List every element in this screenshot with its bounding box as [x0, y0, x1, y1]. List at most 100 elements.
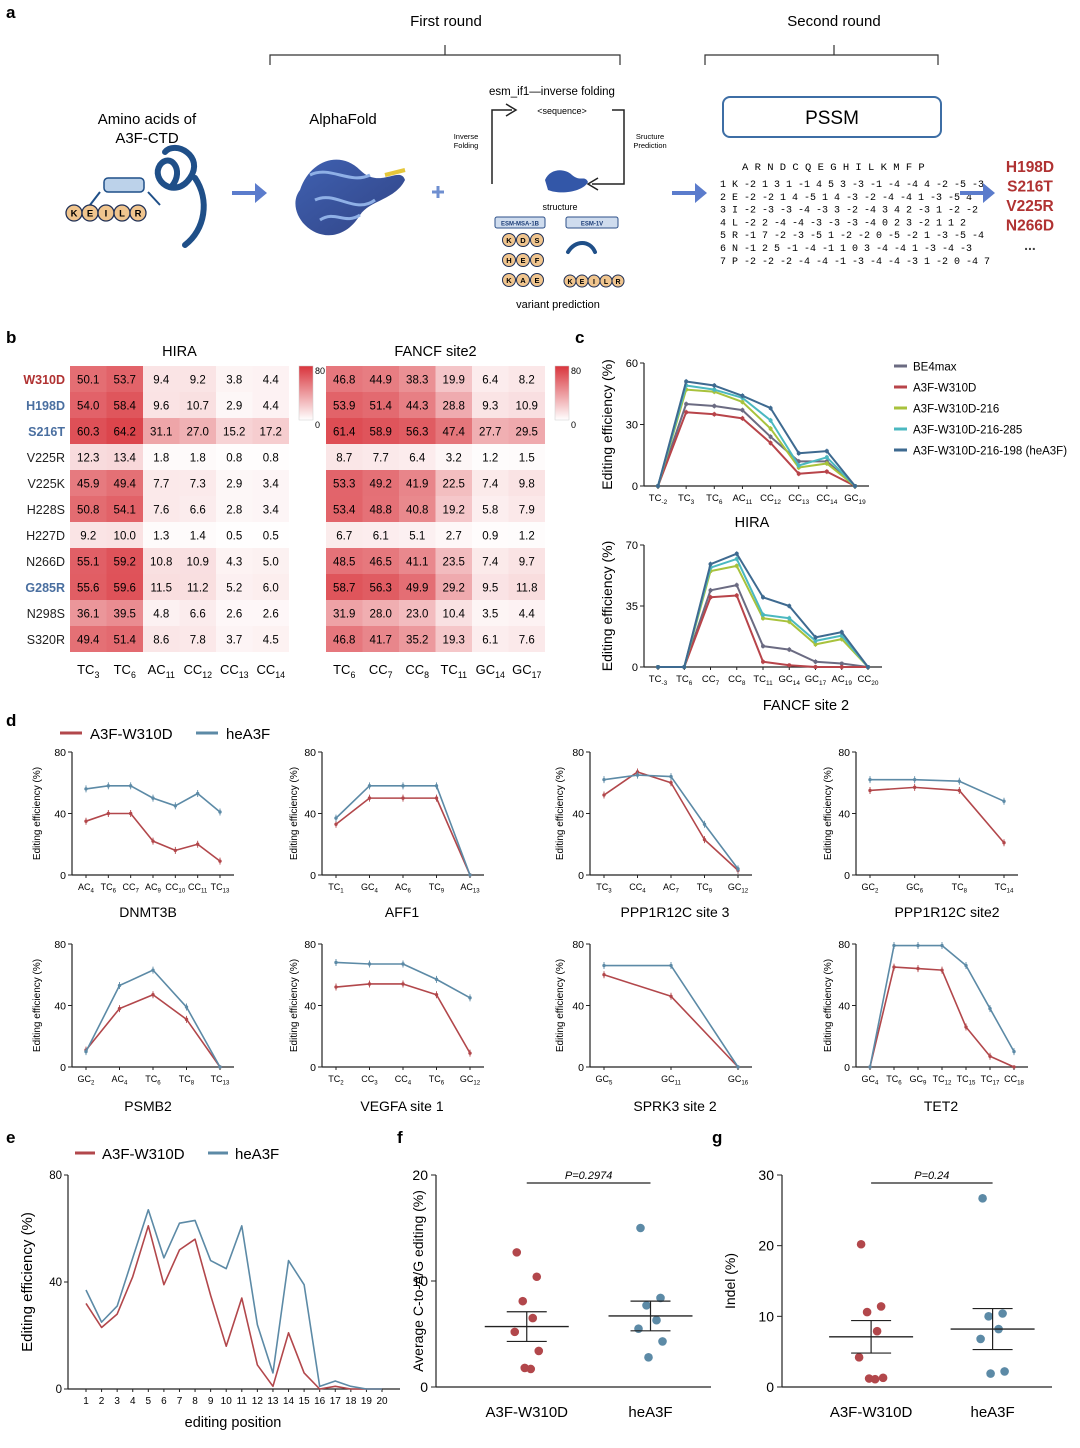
x-tick-label-sub: 6	[898, 1080, 902, 1087]
x-tick-label-base: TC	[429, 1074, 441, 1084]
esm-1v-letter: L	[604, 279, 609, 286]
heatmap-col-label: CC7	[369, 662, 393, 680]
heatmap-col-label-base: AC	[148, 662, 166, 677]
x-tick-label-sub: 11	[201, 888, 208, 895]
heatmap-cell	[326, 418, 363, 444]
x-tick-label-base: AC	[395, 882, 408, 892]
scatter-point	[878, 1373, 888, 1383]
x-tick-label-base: TC	[101, 882, 113, 892]
x-tick-label-sub: 16	[741, 1080, 748, 1087]
scatter-point	[1000, 1367, 1009, 1376]
x-tick-label-sub: 4	[91, 888, 95, 895]
pssm-row: 7 P -2 -2 -2 -4 -4 -1 -3 -4 -4 -3 1 -2 0…	[720, 257, 990, 268]
x-tick-label-base: CC	[728, 674, 742, 685]
heatmap-cell-value: 54.0	[77, 401, 99, 413]
x-tick-label-sub: 14	[830, 499, 838, 506]
series-line-1	[335, 961, 471, 999]
variant-letter: E	[520, 256, 525, 265]
heatmap-cell-value: 19.3	[443, 635, 465, 647]
heatmap-cell	[216, 418, 253, 444]
scatter-point	[636, 1223, 645, 1233]
series-line-2	[657, 388, 856, 487]
heatmap-cell-value: 6.6	[190, 505, 206, 517]
data-point	[218, 1065, 222, 1069]
heatmap-col-label: TC6	[114, 662, 136, 680]
chart-title: PPP1R12C site2	[894, 904, 999, 920]
heatmap-cell-value: 51.4	[114, 635, 137, 647]
alphafold-structure-icon	[295, 159, 406, 236]
heatmap-cell	[435, 548, 472, 574]
x-tick-label-sub: 13	[223, 1080, 230, 1087]
structure-prediction-label-line1: Sructure	[636, 132, 664, 141]
heatmap-cell	[362, 392, 399, 418]
x-tick-label: 7	[177, 1396, 183, 1407]
x-tick-label-base: GC	[779, 674, 793, 685]
amino-acids-title-line1: Amino acids of	[98, 111, 197, 128]
heatmap-col-label: GC14	[476, 662, 505, 680]
heatmap-cell	[143, 392, 180, 418]
x-tick-label-base: TC	[145, 1074, 157, 1084]
x-tick-label-sub: 10	[178, 888, 185, 895]
heatmap-cell	[252, 470, 289, 496]
panel-label-a: a	[6, 3, 16, 22]
x-tick-label-base: AC	[832, 674, 845, 685]
x-tick-label-sub: 4	[375, 888, 379, 895]
x-tick-label-base: TC	[995, 882, 1007, 892]
heatmap-cell	[362, 418, 399, 444]
heatmap-cell-value: 46.8	[333, 375, 355, 387]
legend-label: A3F-W310D	[102, 1146, 185, 1163]
x-tick-label-sub: 6	[408, 888, 412, 895]
series-line-1	[869, 944, 1015, 1068]
y-axis-label: Editing efficiency (%)	[599, 359, 615, 489]
x-tick-label-sub: -3	[661, 680, 667, 687]
heatmap-cell-value: 64.2	[114, 427, 136, 439]
series-line-4	[657, 380, 856, 487]
heatmap-cell	[508, 392, 545, 418]
x-tick-label: AC11	[732, 493, 752, 506]
chart-title: SPRK3 site 2	[633, 1098, 716, 1114]
heatmap-cell	[106, 470, 143, 496]
heatmap-cell	[70, 470, 107, 496]
heatmap-col-label-base: TC	[333, 662, 350, 677]
x-tick-label: CC4	[629, 882, 646, 895]
heatmap-cell-value: 2.6	[263, 609, 279, 621]
x-tick-label-base: AC	[112, 1074, 125, 1084]
heatmap-cell	[106, 366, 143, 392]
x-tick-label-sub: 3	[374, 1080, 378, 1087]
y-axis-label: Editing efficiency (%)	[289, 767, 300, 860]
x-tick-label: 9	[208, 1396, 214, 1407]
heatmap-cell-value: 59.6	[114, 583, 136, 595]
heatmap-cell-value: 3.7	[226, 635, 242, 647]
heatmap-col-label-sub: 3	[94, 670, 99, 680]
heatmap-cell	[362, 444, 399, 470]
series-line-0	[657, 403, 856, 487]
colorbar	[298, 365, 314, 421]
heatmap-cell-value: 17.2	[260, 427, 282, 439]
x-tick-label: TC9	[429, 882, 445, 895]
x-tick-label-sub: 11	[675, 1080, 682, 1087]
esm-msa-badge	[494, 216, 546, 229]
data-point	[656, 665, 660, 669]
heatmap-cell	[106, 548, 143, 574]
x-tick-label: TC3	[678, 493, 695, 506]
esm-1v-letter: E	[580, 279, 585, 286]
x-tick-label-sub: 8	[191, 1080, 195, 1087]
heatmap-cell-value: 40.8	[406, 505, 428, 517]
heatmap-cell-value: 53.4	[333, 505, 356, 517]
heatmap-cell	[179, 392, 216, 418]
heatmap-cell	[179, 444, 216, 470]
x-tick-label-base: TC	[596, 882, 608, 892]
heatmap-cell-value: 10.7	[187, 401, 209, 413]
scatter-point	[872, 1326, 882, 1336]
x-tick-label: AC7	[663, 882, 680, 895]
y-tick-label: 40	[304, 809, 316, 821]
heatmap-cell-value: 53.7	[114, 375, 136, 387]
x-tick-label-sub: 4	[124, 1080, 128, 1087]
x-tick-label-base: TC	[211, 1074, 223, 1084]
heatmap-row-label: S216T	[28, 425, 65, 439]
x-tick-label: GC4	[361, 882, 379, 895]
